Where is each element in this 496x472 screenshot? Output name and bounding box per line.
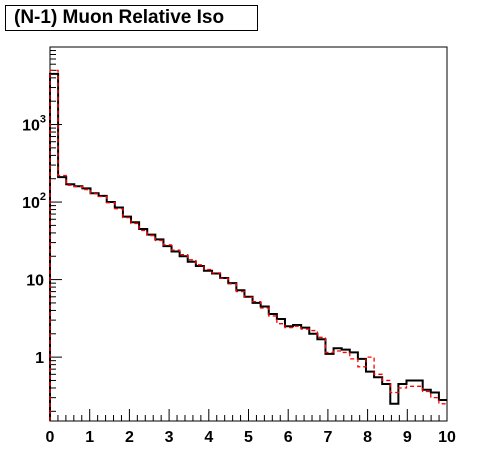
x-ticks: 0 1 2 3 4 5 6 7 8 9 10 (46, 409, 456, 446)
x-tick-label: 1 (85, 429, 94, 446)
x-tick-label: 4 (204, 429, 213, 446)
series-1-histogram (49, 69, 447, 421)
y-tick-exponent: 2 (40, 191, 46, 203)
y-tick-exponent: 3 (40, 114, 46, 126)
y-tick-label: 102 (22, 191, 46, 212)
x-tick-label: 8 (363, 429, 372, 446)
y-tick-base: 10 (22, 118, 40, 135)
x-tick-label: 0 (46, 429, 55, 446)
chart-title: (N-1) Muon Relative Iso (5, 5, 258, 31)
y-tick-label: 1 (35, 350, 44, 367)
x-tick-label: 10 (438, 429, 456, 446)
x-tick-label: 6 (284, 429, 293, 446)
y-tick-label: 103 (22, 114, 46, 135)
x-tick-label: 5 (244, 429, 253, 446)
y-tick-base: 1 (35, 350, 44, 367)
x-tick-label: 3 (165, 429, 174, 446)
x-tick-label: 9 (403, 429, 412, 446)
x-tick-label: 7 (323, 429, 332, 446)
y-tick-label: 10 (26, 273, 44, 290)
y-tick-base: 10 (22, 195, 40, 212)
y-tick-base: 10 (26, 273, 44, 290)
series-layer (49, 69, 447, 421)
x-tick-label: 2 (125, 429, 134, 446)
plot-frame (49, 46, 448, 422)
series-0-histogram (49, 72, 447, 421)
